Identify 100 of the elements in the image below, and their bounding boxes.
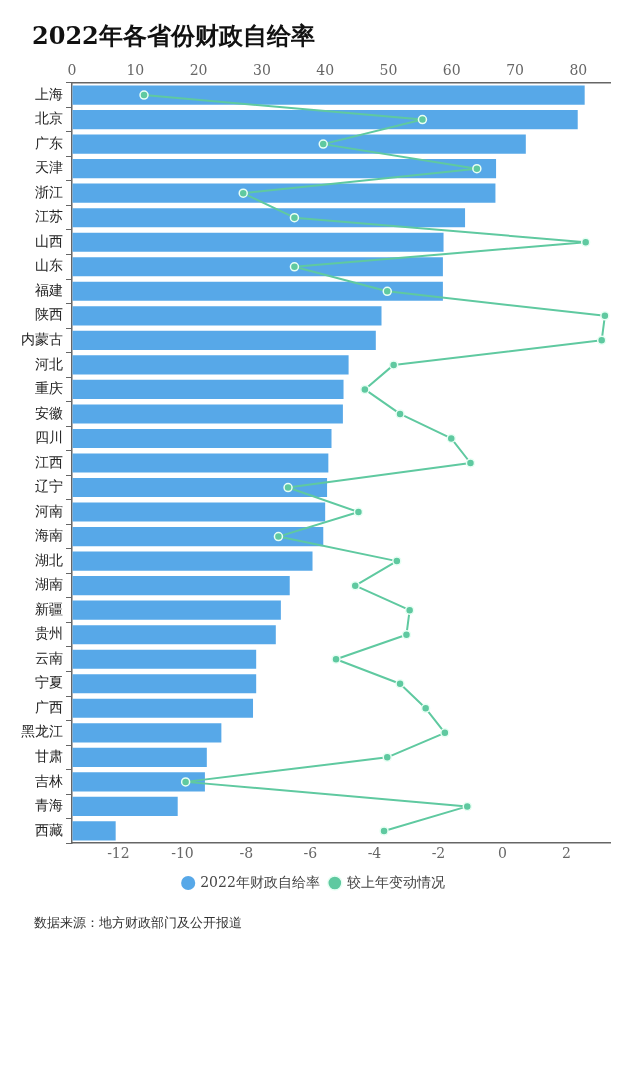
point — [472, 163, 482, 174]
y-tick-label: 福建 — [35, 281, 63, 298]
bar — [72, 428, 332, 449]
point — [360, 384, 370, 395]
bar — [72, 723, 222, 743]
bar — [72, 625, 276, 645]
bar — [72, 379, 344, 399]
y-tick-label: 江苏 — [35, 208, 63, 225]
point — [139, 90, 149, 100]
point — [392, 556, 402, 566]
point — [238, 188, 248, 198]
y-tick-label: 黑龙江 — [21, 723, 63, 740]
x2-tick-label: -8 — [239, 845, 254, 862]
y-tick-label: 广东 — [35, 134, 63, 151]
bar — [72, 600, 281, 620]
bar — [72, 281, 443, 301]
x2-tick-label: -2 — [431, 845, 446, 862]
y-tick-label: 辽宁 — [35, 478, 63, 495]
x2-tick-label: -6 — [303, 845, 318, 862]
x2-tick-label: -4 — [367, 845, 382, 862]
bar — [72, 747, 207, 767]
point — [382, 752, 392, 763]
point — [395, 409, 405, 419]
point — [395, 679, 405, 689]
y-tick-label: 河南 — [35, 502, 63, 519]
bar — [72, 232, 444, 252]
bar — [72, 159, 497, 179]
bar — [72, 772, 205, 792]
point — [401, 629, 412, 640]
point — [331, 654, 341, 664]
x-tick-label: 70 — [506, 62, 524, 79]
x-tick-label: 20 — [189, 62, 208, 79]
bar — [72, 477, 328, 498]
y-tick-label: 西藏 — [35, 821, 63, 838]
x-tick-label: 50 — [379, 62, 398, 79]
y-tick-label: 宁夏 — [35, 674, 63, 691]
y-tick-label: 新疆 — [35, 600, 63, 617]
y-tick-label: 北京 — [35, 110, 63, 127]
bar — [72, 134, 526, 154]
bar — [72, 821, 116, 841]
bar — [72, 796, 178, 816]
point — [417, 114, 428, 125]
point — [350, 580, 360, 591]
y-tick-label: 天津 — [35, 159, 63, 176]
bar — [72, 110, 578, 130]
point — [462, 801, 473, 812]
chart-title: 2022年各省份财政自给率 — [32, 20, 316, 52]
y-tick-label: 安徽 — [35, 404, 63, 421]
x-tick-label: 60 — [442, 62, 461, 79]
y-tick-label: 内蒙古 — [21, 331, 63, 347]
bar — [72, 404, 343, 424]
source-note: 数据来源：地方财政部门及公开报道 — [34, 914, 243, 932]
y-tick-label: 陕西 — [35, 306, 63, 323]
point — [273, 531, 284, 542]
bar — [72, 576, 290, 596]
bar — [72, 355, 349, 375]
y-tick-label: 海南 — [35, 527, 63, 544]
point — [379, 826, 389, 836]
bar — [72, 85, 585, 105]
point — [600, 311, 610, 321]
legend-label: 2022年财政自给率 — [200, 873, 320, 890]
bar — [72, 698, 254, 718]
y-tick-label: 浙江 — [35, 183, 63, 200]
bar — [72, 502, 326, 522]
bar — [72, 527, 324, 547]
point — [382, 286, 392, 297]
y-tick-label: 江西 — [35, 453, 63, 470]
bar — [72, 674, 257, 694]
x-tick-label: 30 — [252, 62, 271, 79]
point — [318, 139, 328, 149]
y-tick-label: 吉林 — [35, 772, 63, 789]
point — [596, 335, 607, 346]
point — [353, 507, 364, 517]
y-tick-label: 山西 — [35, 232, 63, 249]
bar — [72, 306, 382, 326]
bar — [72, 208, 466, 228]
y-tick-label: 云南 — [35, 649, 63, 666]
y-tick-label: 湖北 — [35, 551, 63, 568]
point — [289, 212, 300, 223]
y-tick-label: 四川 — [35, 429, 63, 446]
x-tick-label: 10 — [126, 62, 145, 79]
bar — [72, 453, 329, 473]
x-tick-label: 0 — [67, 62, 77, 79]
bar — [72, 257, 443, 277]
bar — [72, 183, 496, 203]
point — [446, 433, 457, 444]
point — [283, 482, 293, 493]
point — [440, 728, 450, 738]
point — [420, 703, 431, 714]
point — [180, 777, 191, 787]
y-tick-label: 甘肃 — [35, 747, 63, 764]
x2-tick-label: -12 — [107, 845, 130, 862]
x-tick-label: 80 — [569, 62, 588, 79]
x-tick-label: 40 — [316, 62, 335, 79]
y-tick-label: 重庆 — [35, 380, 63, 397]
legend-label: 较上年变动情况 — [346, 873, 445, 890]
bar — [72, 551, 313, 571]
x2-tick-label: 0 — [498, 845, 507, 862]
bar — [72, 330, 376, 350]
y-tick-label: 贵州 — [35, 625, 63, 642]
